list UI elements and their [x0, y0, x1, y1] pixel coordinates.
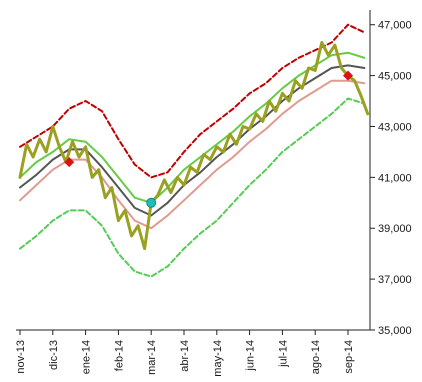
series-layer [20, 25, 368, 277]
series-line-lower_mid_band [20, 81, 364, 229]
x-tick-label: ago-14 [310, 340, 322, 374]
x-tick-label: may-14 [212, 340, 224, 377]
x-tick-label: feb-14 [113, 340, 125, 371]
x-tick-label: sep-14 [343, 340, 355, 374]
x-tick-label: ene-14 [81, 340, 93, 374]
y-axis: 35,000 37,000 39,000 41,000 43,000 45,000 47,0… [370, 20, 412, 337]
x-tick-label: abr-14 [179, 340, 191, 372]
y-tick-label: 39,000 [378, 223, 412, 235]
x-tick-label: mar-14 [146, 340, 158, 375]
y-tick-label: 37,000 [378, 274, 412, 286]
x-tick-label: jul-14 [277, 340, 289, 368]
y-tick-label: 41,000 [378, 172, 412, 184]
y-tick-label: 43,000 [378, 121, 412, 133]
y-tick-label: 35,000 [378, 325, 412, 337]
signal-marker-1 [147, 198, 156, 207]
series-line-upper_band [20, 25, 364, 178]
x-axis: nov-13 dic-13 ene-14 feb-14 mar-14 abr-14 may-… [15, 330, 355, 377]
series-line-price [20, 43, 368, 249]
series-line-lower_band [20, 99, 364, 277]
x-tick-label: dic-13 [48, 340, 60, 370]
y-tick-label: 45,000 [378, 71, 412, 83]
y-tick-label: 47,000 [378, 20, 412, 32]
x-tick-label: nov-13 [15, 340, 27, 374]
x-tick-label: jun-14 [245, 340, 257, 372]
